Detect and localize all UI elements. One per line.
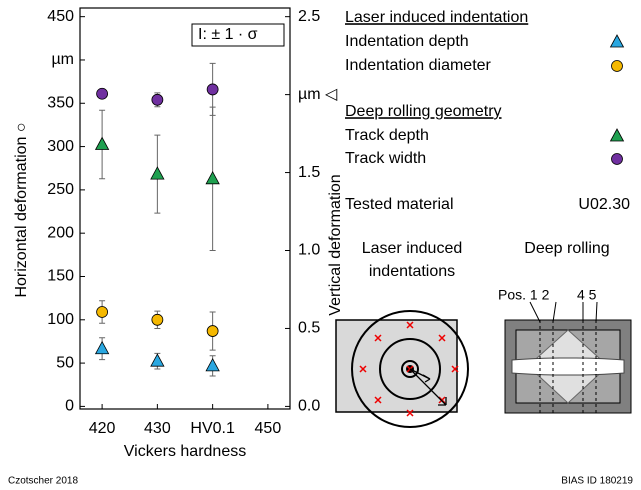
- point: [151, 313, 164, 326]
- diagram-label: Pos. 1 2: [498, 287, 550, 303]
- legend-heading: Laser induced indentation: [345, 9, 528, 26]
- x-tick-label: 420: [89, 420, 116, 437]
- point: [150, 166, 165, 180]
- point: [94, 340, 110, 355]
- y-tick-label: 450: [47, 8, 74, 25]
- x-tick-label: 430: [144, 420, 171, 437]
- indentation-diagram: [335, 310, 469, 428]
- legend-heading: Deep rolling geometry: [345, 103, 502, 120]
- x-tick-label: HV0.1: [190, 420, 235, 437]
- point: [96, 306, 109, 318]
- y-tick-label: 250: [47, 181, 74, 198]
- point: [206, 325, 219, 337]
- diagram-label: 4 5: [577, 287, 597, 303]
- material-label: Tested material: [345, 196, 454, 213]
- legend-marker: [609, 34, 625, 48]
- y2-tick-label: 0.5: [298, 320, 320, 337]
- point: [151, 93, 164, 106]
- diagram-label: Deep rolling: [524, 240, 609, 257]
- y2-tick-label: µm ◁: [298, 86, 338, 103]
- plot-frame: [79, 7, 291, 410]
- diagram-label: Laser induced: [362, 240, 463, 257]
- legend-marker: [609, 128, 625, 142]
- credit: Czotscher 2018: [8, 476, 78, 487]
- y-tick-label: 300: [47, 138, 74, 155]
- y2-tick-label: 0.0: [298, 398, 320, 415]
- error-legend: I: ± 1 · σ: [198, 26, 258, 43]
- x-axis-label: Vickers hardness: [124, 443, 246, 460]
- rolling-diagram: [504, 301, 632, 414]
- error-legend-box: [191, 23, 285, 47]
- legend-marker: [611, 153, 623, 165]
- legend-label: Indentation depth: [345, 33, 469, 50]
- legend-label: Indentation diameter: [345, 57, 492, 74]
- legend-marker: [611, 60, 623, 72]
- point: [94, 136, 110, 150]
- y-tick-label: 200: [47, 224, 74, 241]
- point: [96, 87, 109, 100]
- material-value: U02.30: [578, 196, 630, 213]
- y2-tick-label: 1.5: [298, 164, 320, 181]
- diagram-label: indentations: [369, 263, 455, 280]
- point: [150, 353, 165, 367]
- point: [205, 170, 220, 185]
- y-tick-label: 100: [47, 311, 74, 328]
- y2-tick-label: 2.5: [298, 8, 320, 25]
- x-tick-label: 450: [255, 420, 282, 437]
- legend-label: Track depth: [345, 127, 429, 144]
- id: BIAS ID 180219: [561, 476, 633, 487]
- point: [205, 358, 220, 372]
- y-tick-label: 50: [56, 354, 74, 371]
- legend-label: Track width: [345, 150, 426, 167]
- y-tick-label: 350: [47, 94, 74, 111]
- point: [206, 83, 219, 96]
- y-tick-label: 0: [65, 398, 74, 415]
- y2-axis-label: Vertical deformation: [327, 174, 344, 315]
- y2-tick-label: 1.0: [298, 242, 320, 259]
- y-tick-label: 150: [47, 268, 74, 285]
- y-axis-label: Horizontal deformation ○: [13, 122, 30, 297]
- y-tick-label: µm: [51, 51, 74, 68]
